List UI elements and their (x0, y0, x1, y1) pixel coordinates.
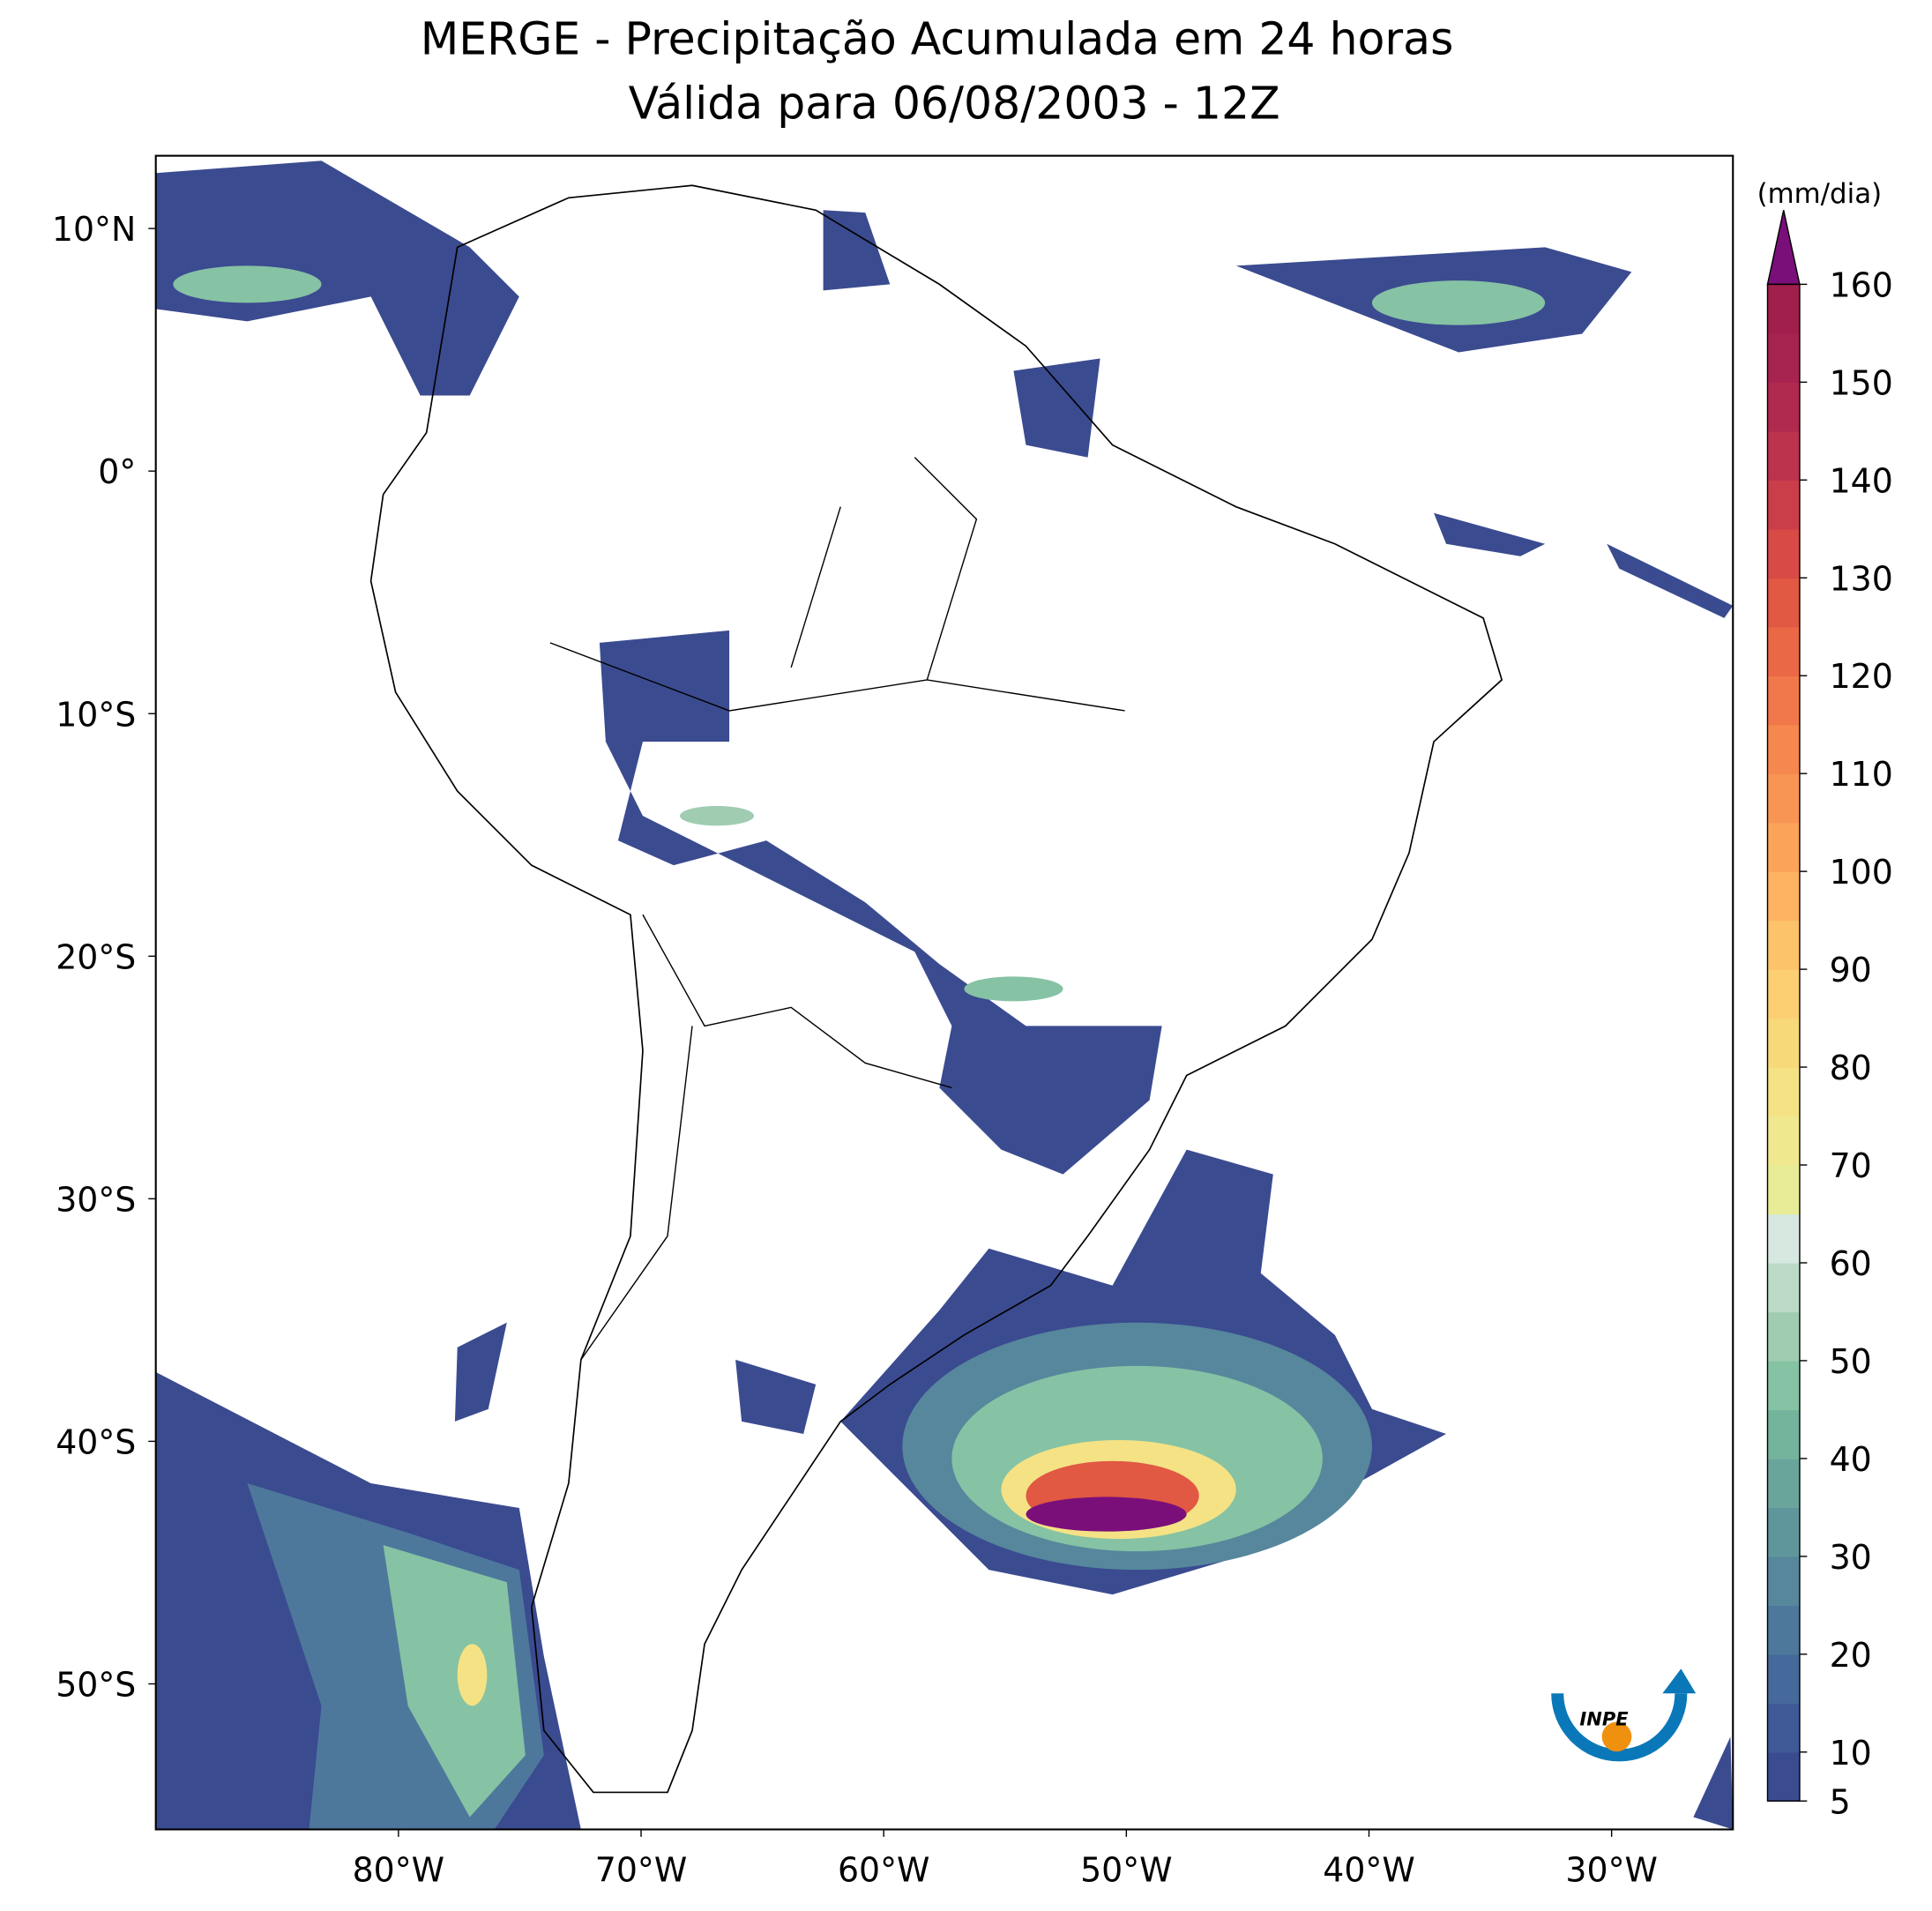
colorbar-segment (1767, 528, 1800, 579)
y-tick-label: 0° (98, 452, 136, 491)
axes: 80°W 70°W 60°W 50°W 40°W 30°W 10°N 0° 10°S 20°S 30… (52, 210, 1658, 1889)
colorbar-segment (1767, 871, 1800, 922)
colorbar-segment (1767, 1703, 1800, 1753)
colorbar-tick-label: 90 (1830, 951, 1872, 989)
borders (549, 457, 1125, 1361)
precipitation-field (155, 160, 1734, 1830)
logo: INPE (1551, 1668, 1697, 1762)
x-tick-label: 50°W (1080, 1850, 1172, 1889)
x-tick-label: 30°W (1565, 1850, 1657, 1889)
y-tick-label: 20°S (56, 937, 136, 976)
colorbar-segment (1767, 1116, 1800, 1166)
colorbar-tick-label: 140 (1830, 461, 1893, 500)
x-tick-label: 40°W (1323, 1850, 1414, 1889)
colorbar-tick-label: 20 (1830, 1636, 1872, 1675)
colorbar-tick-label: 30 (1830, 1538, 1872, 1577)
logo-text: INPE (1579, 1708, 1629, 1730)
colorbar-segment (1767, 1556, 1800, 1607)
colorbar-tick-label: 5 (1830, 1782, 1851, 1821)
title: MERGE - Precipitação Acumulada em 24 hor… (421, 13, 1454, 65)
colorbar: 5 10 20 30 40 50 60 70 80 90 100 110 120 130 140 150 160 (1766, 210, 1893, 1821)
colorbar-tick-label: 160 (1830, 265, 1893, 304)
colorbar-segment (1767, 1213, 1800, 1264)
colorbar-segment (1767, 676, 1800, 726)
colorbar-segment (1767, 480, 1800, 530)
colorbar-segment (1767, 773, 1800, 824)
colorbar-tick-label: 130 (1830, 559, 1893, 598)
colorbar-segment (1767, 1507, 1800, 1557)
map-frame (154, 154, 1734, 1831)
colorbar-segment (1767, 382, 1800, 432)
colorbar-segment (1767, 1067, 1800, 1117)
colorbar-segment (1767, 1311, 1800, 1362)
colorbar-segment (1767, 332, 1800, 384)
colorbar-segment (1767, 284, 1800, 334)
colorbar-tick-label: 120 (1830, 657, 1893, 696)
x-tick-label: 70°W (595, 1850, 687, 1889)
colorbar-segment (1767, 1018, 1800, 1068)
colorbar-tick-label: 10 (1830, 1734, 1872, 1773)
colorbar-segment (1767, 430, 1800, 481)
colorbar-segment (1767, 1653, 1800, 1704)
x-tick-label: 80°W (353, 1850, 444, 1889)
colorbar-label: (mm/dia) (1757, 178, 1883, 210)
colorbar-segment (1767, 724, 1800, 774)
colorbar-segment (1767, 1605, 1800, 1655)
colorbar-segment (1767, 1360, 1800, 1411)
y-tick-label: 30°S (56, 1180, 136, 1219)
colorbar-segment (1767, 822, 1800, 872)
colorbar-tick-label: 50 (1830, 1342, 1872, 1381)
y-tick-label: 10°S (56, 695, 136, 734)
y-tick-label: 40°S (56, 1422, 136, 1461)
colorbar-tick-label: 80 (1830, 1049, 1872, 1087)
colorbar-tick-label: 110 (1830, 755, 1893, 794)
colorbar-segment (1767, 920, 1800, 970)
colorbar-tick-label: 40 (1830, 1440, 1872, 1479)
colorbar-frame (1766, 283, 1801, 1802)
colorbar-segment (1767, 1458, 1800, 1509)
coastline (369, 184, 1503, 1794)
colorbar-segment (1767, 1165, 1800, 1215)
colorbar-tick-label: 60 (1830, 1244, 1872, 1283)
colorbar-segment (1767, 1262, 1800, 1313)
colorbar-segment (1767, 626, 1800, 676)
colorbar-segment (1767, 578, 1800, 628)
colorbar-extend (1766, 210, 1801, 286)
y-tick-label: 50°S (56, 1665, 136, 1704)
x-tick-label: 60°W (838, 1850, 929, 1889)
colorbar-tick-label: 100 (1830, 853, 1893, 892)
colorbar-segment (1767, 1751, 1800, 1802)
colorbar-segment (1767, 1409, 1800, 1459)
subtitle: Válida para 06/08/2003 - 12Z (629, 78, 1280, 130)
colorbar-tick-label: 150 (1830, 363, 1893, 402)
colorbar-tick-label: 70 (1830, 1146, 1872, 1185)
colorbar-segment (1767, 969, 1800, 1019)
y-tick-label: 10°N (52, 210, 136, 249)
